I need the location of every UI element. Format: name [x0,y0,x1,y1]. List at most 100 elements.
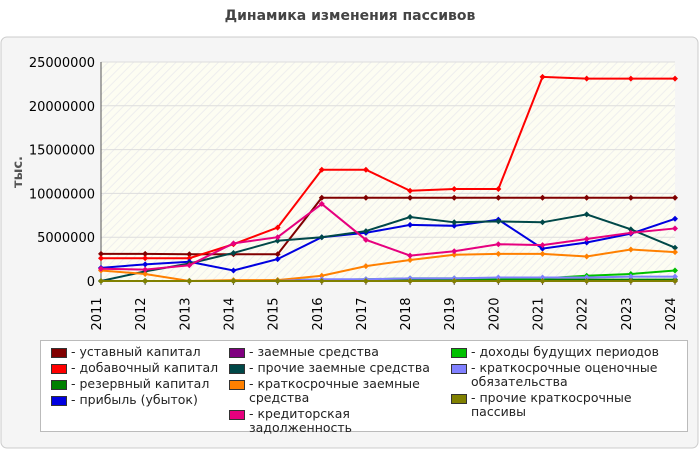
point [451,248,458,255]
x-tick-label: 2012 [134,297,149,330]
point [627,229,634,236]
legend-item: краткосрочные заемные средства [229,377,451,405]
series-line [100,217,676,272]
legend-swatch [451,348,467,358]
point [186,251,193,258]
point [539,245,546,252]
point [142,255,149,262]
point [142,266,149,273]
legend-item: заемные средства [229,345,451,359]
series-line [100,202,676,271]
point [539,73,546,80]
x-tick-label: 2016 [311,297,326,330]
legend-item: прибыль (убыток) [51,393,229,407]
x-tick-label: 2022 [576,297,591,330]
legend-item: резервный капитал [51,377,229,391]
point [407,194,414,201]
legend-item: прочие краткосрочные пассивы [451,391,681,419]
legend-label: доходы будущих периодов [471,345,658,359]
point [539,242,546,249]
point [318,272,325,279]
point [362,228,369,235]
legend-column: доходы будущих периодов краткосрочные оце… [451,345,681,431]
legend-label: прибыль (убыток) [71,393,197,407]
point [274,224,281,231]
legend-item: кредиторская задолженность [229,407,451,435]
point [230,249,237,256]
y-axis-label: тыс. [11,156,26,188]
point [407,252,414,259]
point [142,250,149,257]
point [362,236,369,243]
x-tick-label: 2020 [487,297,502,330]
legend-column: заемные средства прочие заемные средства к… [229,345,451,435]
point [672,194,678,201]
point [142,278,149,284]
point [451,194,458,201]
point [362,166,369,173]
point [98,255,104,262]
legend-item: краткосрочные оценочные обязательства [451,361,681,389]
point [407,214,414,221]
legend-swatch [229,410,245,420]
point [274,234,281,241]
series-line [101,75,675,260]
x-tick-label: 2013 [178,297,193,330]
legend: уставный капитал добавочный капитал резерв… [40,340,688,435]
point [539,274,546,281]
legend-swatch [51,364,67,374]
point [274,278,281,284]
point [583,235,590,242]
point [451,251,458,258]
x-tick-label: 2014 [222,297,237,330]
point [583,194,590,201]
point [186,255,193,262]
point [186,278,193,284]
point [495,186,502,193]
point [495,241,502,248]
chart-title: Динамика изменения пассивов [225,8,476,24]
point [583,253,590,260]
legend-swatch [451,394,467,404]
point [495,194,502,201]
point [627,246,634,253]
legend-label: краткосрочные заемные средства [249,377,451,405]
legend-label: кредиторская задолженность [249,407,451,435]
point [362,263,369,270]
point [539,194,546,201]
x-tick-label: 2024 [664,297,679,330]
point [539,250,546,257]
x-tick-label: 2015 [267,297,282,330]
point [230,267,237,274]
legend-swatch [51,348,67,358]
point [583,211,590,218]
x-tick-label: 2021 [532,297,547,330]
legend-swatch [51,396,67,406]
point [407,278,414,284]
series-line [101,196,675,256]
y-tick-label: 10000000 [29,187,95,202]
point [627,194,634,201]
point [451,278,458,284]
point [362,194,369,201]
point [98,250,104,257]
legend-item: прочие заемные средства [229,361,451,375]
point [672,249,678,256]
point [627,278,634,284]
point [451,186,458,193]
legend-label: уставный капитал [71,345,200,359]
point [274,237,281,244]
legend-label: резервный капитал [71,377,209,391]
y-tick-label: 25000000 [29,56,95,71]
legend-label: заемные средства [249,345,378,359]
legend-swatch [451,364,467,374]
x-tick-label: 2011 [90,297,105,330]
point [583,278,590,284]
y-tick-label: 5000000 [37,231,95,246]
point [407,256,414,263]
legend-item: добавочный капитал [51,361,229,375]
y-tick-label: 0 [87,275,95,290]
x-tick-label: 2019 [443,297,458,330]
point [672,244,678,251]
